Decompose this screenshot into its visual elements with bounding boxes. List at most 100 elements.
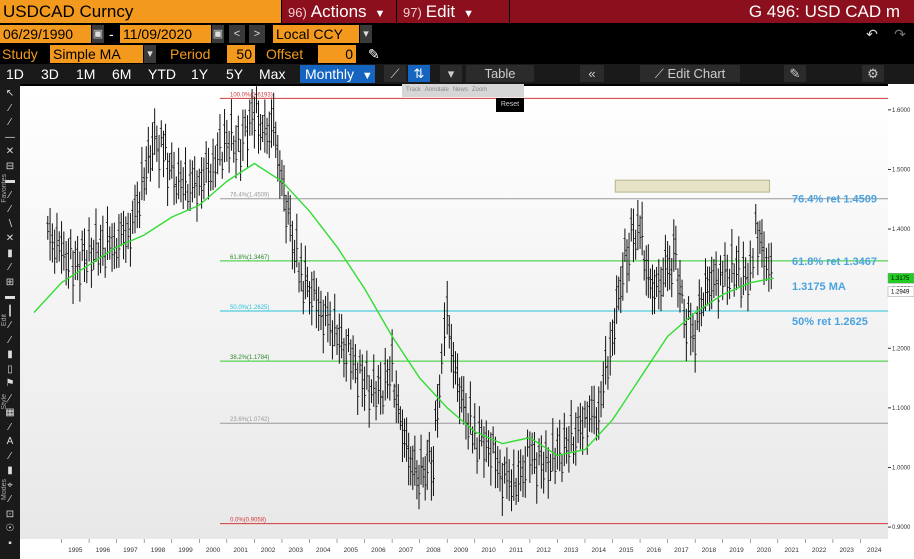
collapse-icon[interactable]: « [580,65,604,82]
table-label: Table [484,66,516,81]
pencil-icon[interactable]: ✎ [784,65,806,82]
draw-tool-icon[interactable]: ▮ [7,247,13,259]
chevron-down-icon: ▼ [374,8,386,20]
draw-tool-icon[interactable]: ✕ [5,146,15,157]
prev-arrow-icon[interactable]: < [229,25,245,43]
draw-tool-icon[interactable]: ▬ [5,291,15,302]
period-field[interactable]: 50 [227,45,255,63]
fib-level-label: 76.4%(1.4509) [230,193,269,199]
draw-tool-icon[interactable]: ⁄ [9,204,11,215]
draw-tool-icon[interactable]: ✕ [5,233,15,244]
chevron-down-icon[interactable]: ▾ [440,65,462,82]
toolbar-section-label: Style [1,394,8,410]
annotation-label: 1.3175 MA [792,281,846,293]
chevron-down-icon[interactable]: ▾ [360,25,372,43]
crosshair-icon[interactable]: ⇅ [408,65,430,82]
period-button-1d[interactable]: 1D [6,66,24,82]
draw-tool-icon[interactable]: ┃ [6,305,14,317]
draw-tool-icon[interactable]: ∖ [6,218,14,230]
popup-item-news[interactable]: News [452,87,468,93]
period-button-5y[interactable]: 5Y [226,66,244,82]
draw-tool-icon[interactable]: ⊟ [5,160,15,172]
draw-tool-icon[interactable]: ∕ [9,494,11,505]
period-button-1y[interactable]: 1Y [191,66,209,82]
pencil-icon[interactable]: ✎ [368,46,380,62]
draw-tool-icon[interactable]: ▦ [5,407,15,418]
draw-tool-icon[interactable]: ∕ [9,320,11,331]
next-arrow-icon[interactable]: > [249,25,265,43]
draw-tool-icon[interactable]: ⚑ [5,378,15,389]
draw-tool-icon[interactable]: ▯ [7,363,13,375]
redo-icon[interactable]: ↷ [894,26,906,42]
frequency-select[interactable]: Monthly ▼ [300,65,375,83]
draw-tool-icon[interactable]: ☉ [5,523,15,534]
edit-menu[interactable]: 97) Edit ▼ [397,0,509,23]
ticker-field[interactable]: USDCAD Curncy [0,0,281,23]
draw-tool-icon[interactable]: ∕ [9,262,11,273]
draw-tool-icon[interactable]: ∕ [9,392,11,404]
price-label: 1.2949 [891,290,910,296]
gear-icon[interactable]: ⚙ [862,65,884,82]
draw-tool-icon[interactable]: A [6,436,14,447]
draw-tool-icon[interactable]: ▬ [5,175,15,186]
x-tick-label: 2023 [839,547,854,554]
highlight-box [614,179,771,193]
draw-tool-icon[interactable]: ⁄ [9,117,11,128]
draw-tool-icon[interactable]: — [5,131,15,143]
x-tick-label: 2011 [509,547,523,554]
calendar-icon[interactable]: ▣ [92,25,104,43]
study-label: Study [2,46,38,62]
x-tick-label: 2004 [316,547,331,554]
draw-tool-icon[interactable]: ⁄ [9,421,11,433]
title-bar: USDCAD Curncy 96) Actions ▼ 97) Edit ▼ G 496… [0,0,914,24]
x-tick-label: 2017 [674,547,689,554]
y-tick-label: 1.0000 [892,465,911,471]
draw-tool-icon[interactable]: ↖ [5,88,15,99]
end-date-field[interactable]: 11/09/2020 [120,25,211,43]
undo-icon[interactable]: ↶ [866,26,878,42]
edit-number: 97) [403,5,422,20]
period-button-max[interactable]: Max [259,66,286,82]
period-button-3d[interactable]: 3D [41,66,59,82]
table-button[interactable]: Table [466,65,534,82]
draw-tool-icon[interactable]: ⌖ [7,479,13,491]
period-button-1m[interactable]: 1M [76,66,96,82]
offset-field[interactable]: 0 [318,45,356,63]
period-button-6m[interactable]: 6M [112,66,132,82]
period-button-ytd[interactable]: YTD [148,66,176,82]
period-label: Period [170,46,211,62]
draw-tool-icon[interactable]: ∕ [9,189,11,201]
plot-area [20,86,888,539]
annotation-label: 61.8% ret 1.3467 [792,256,877,268]
price-label-box [887,272,914,284]
line-chart-icon[interactable]: ⟋ [384,65,406,82]
study-select[interactable]: Simple MA [50,45,143,63]
draw-tool-icon[interactable]: ▪ [8,537,12,549]
y-tick-label: 1.5000 [892,167,911,173]
x-tick-label: 2000 [206,547,221,554]
fib-level-label: 0.0%(0.9058) [230,518,266,524]
draw-tool-icon[interactable]: ⊡ [5,508,15,520]
reset-button[interactable]: Reset [496,98,524,112]
x-tick-label: 2006 [371,547,386,554]
price-chart[interactable]: 100.0%(1.6193) 76.4%(1.4509) 61.8%(1.3467)… [20,84,914,559]
history-controls: ↶ ↷ [814,24,914,44]
chevron-down-icon[interactable]: ▾ [144,45,156,63]
fib-level-label: 23.6%(1.0742) [230,417,269,423]
draw-tool-icon[interactable]: ⁄ [9,334,11,346]
edit-chart-button[interactable]: ⟋ Edit Chart [640,65,740,82]
x-tick-label: 2022 [812,547,827,554]
x-tick-label: 2012 [536,547,551,554]
currency-select[interactable]: Local CCY [273,25,359,43]
draw-tool-icon[interactable]: ▮ [7,465,13,476]
popup-item-annotate[interactable]: Annotate [424,87,449,93]
start-date-field[interactable]: 06/29/1990 [0,25,91,43]
actions-menu[interactable]: 96) Actions ▼ [282,0,396,23]
draw-tool-icon[interactable]: ∕ [9,450,11,462]
popup-item-track[interactable]: Track [406,87,421,93]
draw-tool-icon[interactable]: ▮ [7,349,13,360]
calendar-icon[interactable]: ▣ [212,25,224,43]
popup-item-zoom[interactable]: Zoom [471,87,488,93]
draw-tool-icon[interactable]: ∕ [9,102,11,114]
draw-tool-icon[interactable]: ⊞ [5,276,15,288]
